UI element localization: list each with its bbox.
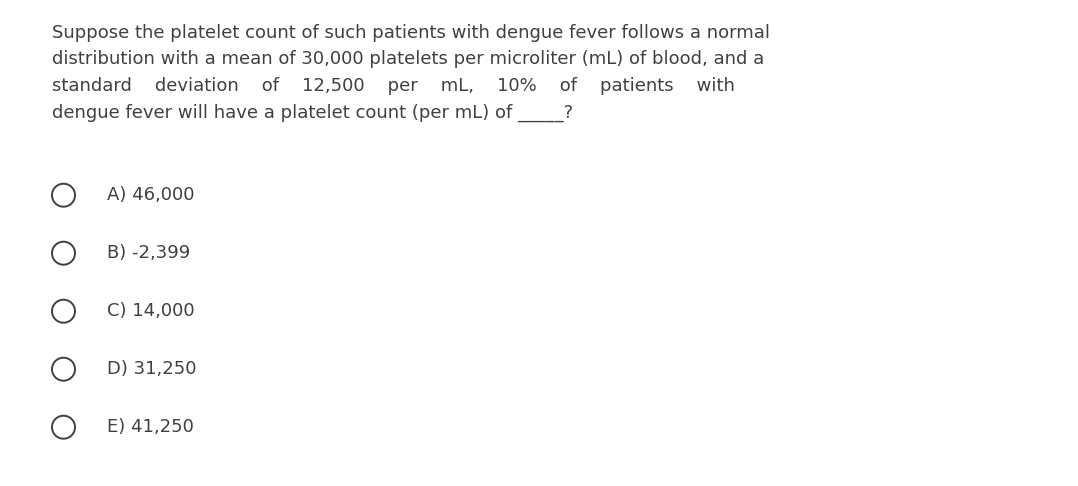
- Text: Suppose the platelet count of such patients with dengue fever follows a normal: Suppose the platelet count of such patie…: [52, 24, 770, 42]
- Text: C) 14,000: C) 14,000: [107, 302, 195, 320]
- Text: standard    deviation    of    12,500    per    mL,    10%    of    patients    : standard deviation of 12,500 per mL, 10%…: [52, 77, 735, 95]
- Text: A) 46,000: A) 46,000: [107, 186, 194, 204]
- Text: E) 41,250: E) 41,250: [107, 418, 194, 436]
- Text: dengue fever will have a platelet count (per mL) of _____?: dengue fever will have a platelet count …: [52, 104, 573, 122]
- Text: distribution with a mean of 30,000 platelets per microliter (mL) of blood, and a: distribution with a mean of 30,000 plate…: [52, 51, 764, 69]
- Text: B) -2,399: B) -2,399: [107, 244, 190, 262]
- Text: D) 31,250: D) 31,250: [107, 360, 196, 378]
